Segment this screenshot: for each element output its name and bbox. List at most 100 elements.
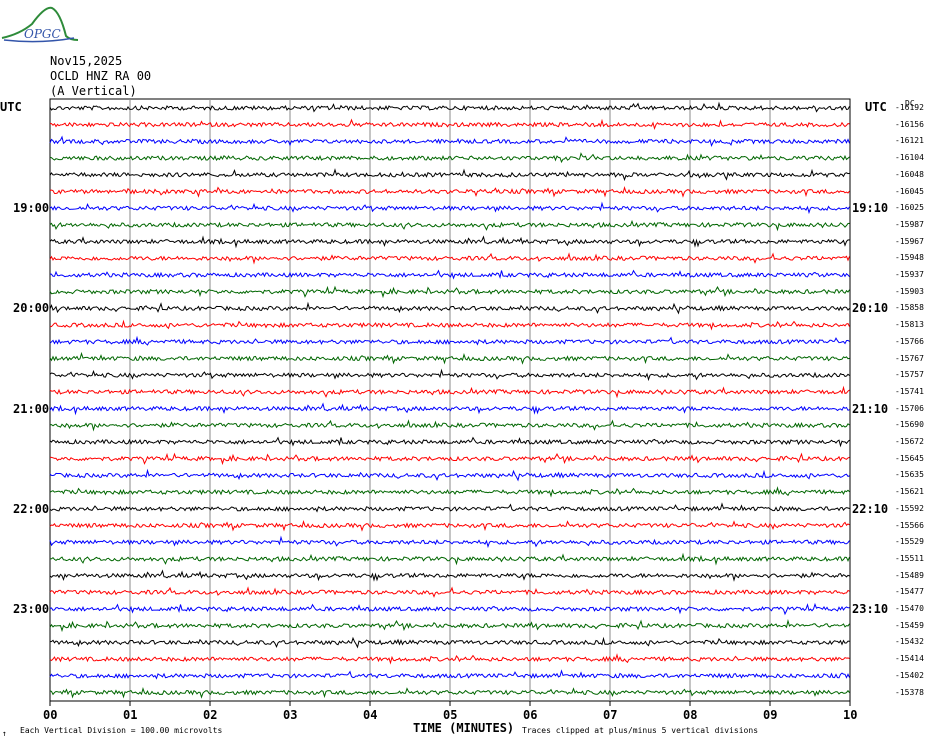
x-tick-label: 01 [123,708,138,722]
row-offset-label: -15645 [895,453,924,463]
trace-row [49,602,850,616]
row-offset-label: -16048 [895,169,924,179]
row-offset-label: -16192 [895,103,924,112]
trace-row [49,319,850,331]
row-offset-label: -15489 [895,570,924,580]
row-offset-label: -15767 [895,353,924,363]
footer-clipped-note: Traces clipped at plus/minus 5 vertical … [522,726,759,735]
trace-row [49,436,850,448]
header-component: (A Vertical) [50,84,137,98]
x-tick-label: 07 [603,708,618,722]
row-unit-label: DC [905,99,915,108]
trace-row [49,636,850,649]
opgc-logo [1,6,79,43]
trace-row [49,235,850,249]
row-offset-label: -15477 [895,587,924,597]
trace-row [49,285,850,299]
x-tick-label: 00 [43,708,58,722]
right-time-label: 19:10 [852,201,889,216]
row-offset-label: -16156 [895,119,924,129]
trace-row [49,687,850,699]
trace-row [49,186,850,198]
trace-row [49,335,850,346]
trace-row [50,118,850,130]
row-offset-label: -15813 [895,320,924,330]
trace-row [49,402,850,416]
left-time-label: 19:00 [13,201,50,216]
left-time-label: 21:00 [13,401,50,416]
left-time-label: 22:00 [13,501,50,516]
row-offset-label: -15635 [895,470,924,480]
trace-row [49,486,850,498]
row-offset-label: -15414 [895,654,924,664]
trace-row [49,419,850,432]
trace-row [49,201,850,215]
row-offset-label: -15987 [895,219,924,229]
trace-row [49,669,850,680]
trace-row [49,452,850,466]
row-offset-label: -15470 [895,604,924,613]
x-tick-label: 09 [763,708,778,722]
trace-row [49,586,850,598]
trace-row [49,269,850,280]
right-time-label: 20:10 [852,301,889,316]
x-tick-label: 06 [523,708,538,722]
x-tick-label: 03 [283,708,298,722]
trace-row [49,520,850,532]
right-time-label: 21:10 [852,401,889,416]
trace-row [49,653,850,665]
trace-row [49,152,850,164]
utc-left-label: UTC [0,100,22,114]
row-offset-label: -15967 [895,236,924,246]
x-tick-label: 04 [363,708,378,722]
row-offset-label: -15378 [895,687,924,697]
trace-row [49,368,850,382]
row-offset-label: -16104 [895,153,924,163]
logo-text: OPGC [24,27,61,41]
x-axis-title: TIME (MINUTES) [413,721,515,735]
trace-row [49,569,850,582]
row-offset-label: -15459 [895,620,924,630]
trace-row [49,135,850,148]
row-offset-label: -15948 [895,253,924,263]
trace-row [49,385,850,399]
right-time-label: 23:10 [852,602,889,616]
row-offset-label: -15529 [895,537,924,547]
row-offset-label: -15511 [895,553,924,563]
x-tick-label: 10 [843,708,858,722]
row-offset-label: -15706 [895,403,924,413]
row-offset-label: -15937 [895,270,924,279]
row-offset-label: -15621 [895,487,924,497]
x-tick-label: 05 [443,708,458,722]
right-time-label: 22:10 [852,501,889,516]
x-tick-label: 08 [683,708,698,722]
row-offset-label: -15858 [895,303,924,313]
trace-row [49,168,850,182]
trace-row [49,468,850,482]
trace-row [49,219,850,232]
row-offset-label: -15672 [895,437,924,446]
header-date: Nov15,2025 [50,54,123,68]
x-tick-label: 02 [203,708,218,722]
footer-mark: ↑ [2,729,7,738]
row-offset-label: -15432 [895,637,924,647]
trace-row [49,552,850,566]
left-time-label: 20:00 [13,301,50,316]
trace-row [49,301,850,315]
row-offset-label: -16025 [895,203,924,213]
trace-row [49,252,850,265]
utc-right-label: UTC [865,100,887,114]
trace-row [49,618,850,633]
trace-row [49,502,850,513]
row-offset-label: -15741 [895,386,924,396]
row-offset-label: -15566 [895,520,924,530]
row-offset-label: -15592 [895,503,924,513]
trace-row [49,101,850,113]
footer-division-note: Each Vertical Division = 100.00 microvol… [20,726,223,735]
left-time-label: 23:00 [13,602,50,616]
trace-row [49,351,850,365]
row-offset-label: -15402 [895,670,924,680]
row-offset-label: -15903 [895,286,924,296]
header-station: OCLD HNZ RA 00 [50,69,152,83]
